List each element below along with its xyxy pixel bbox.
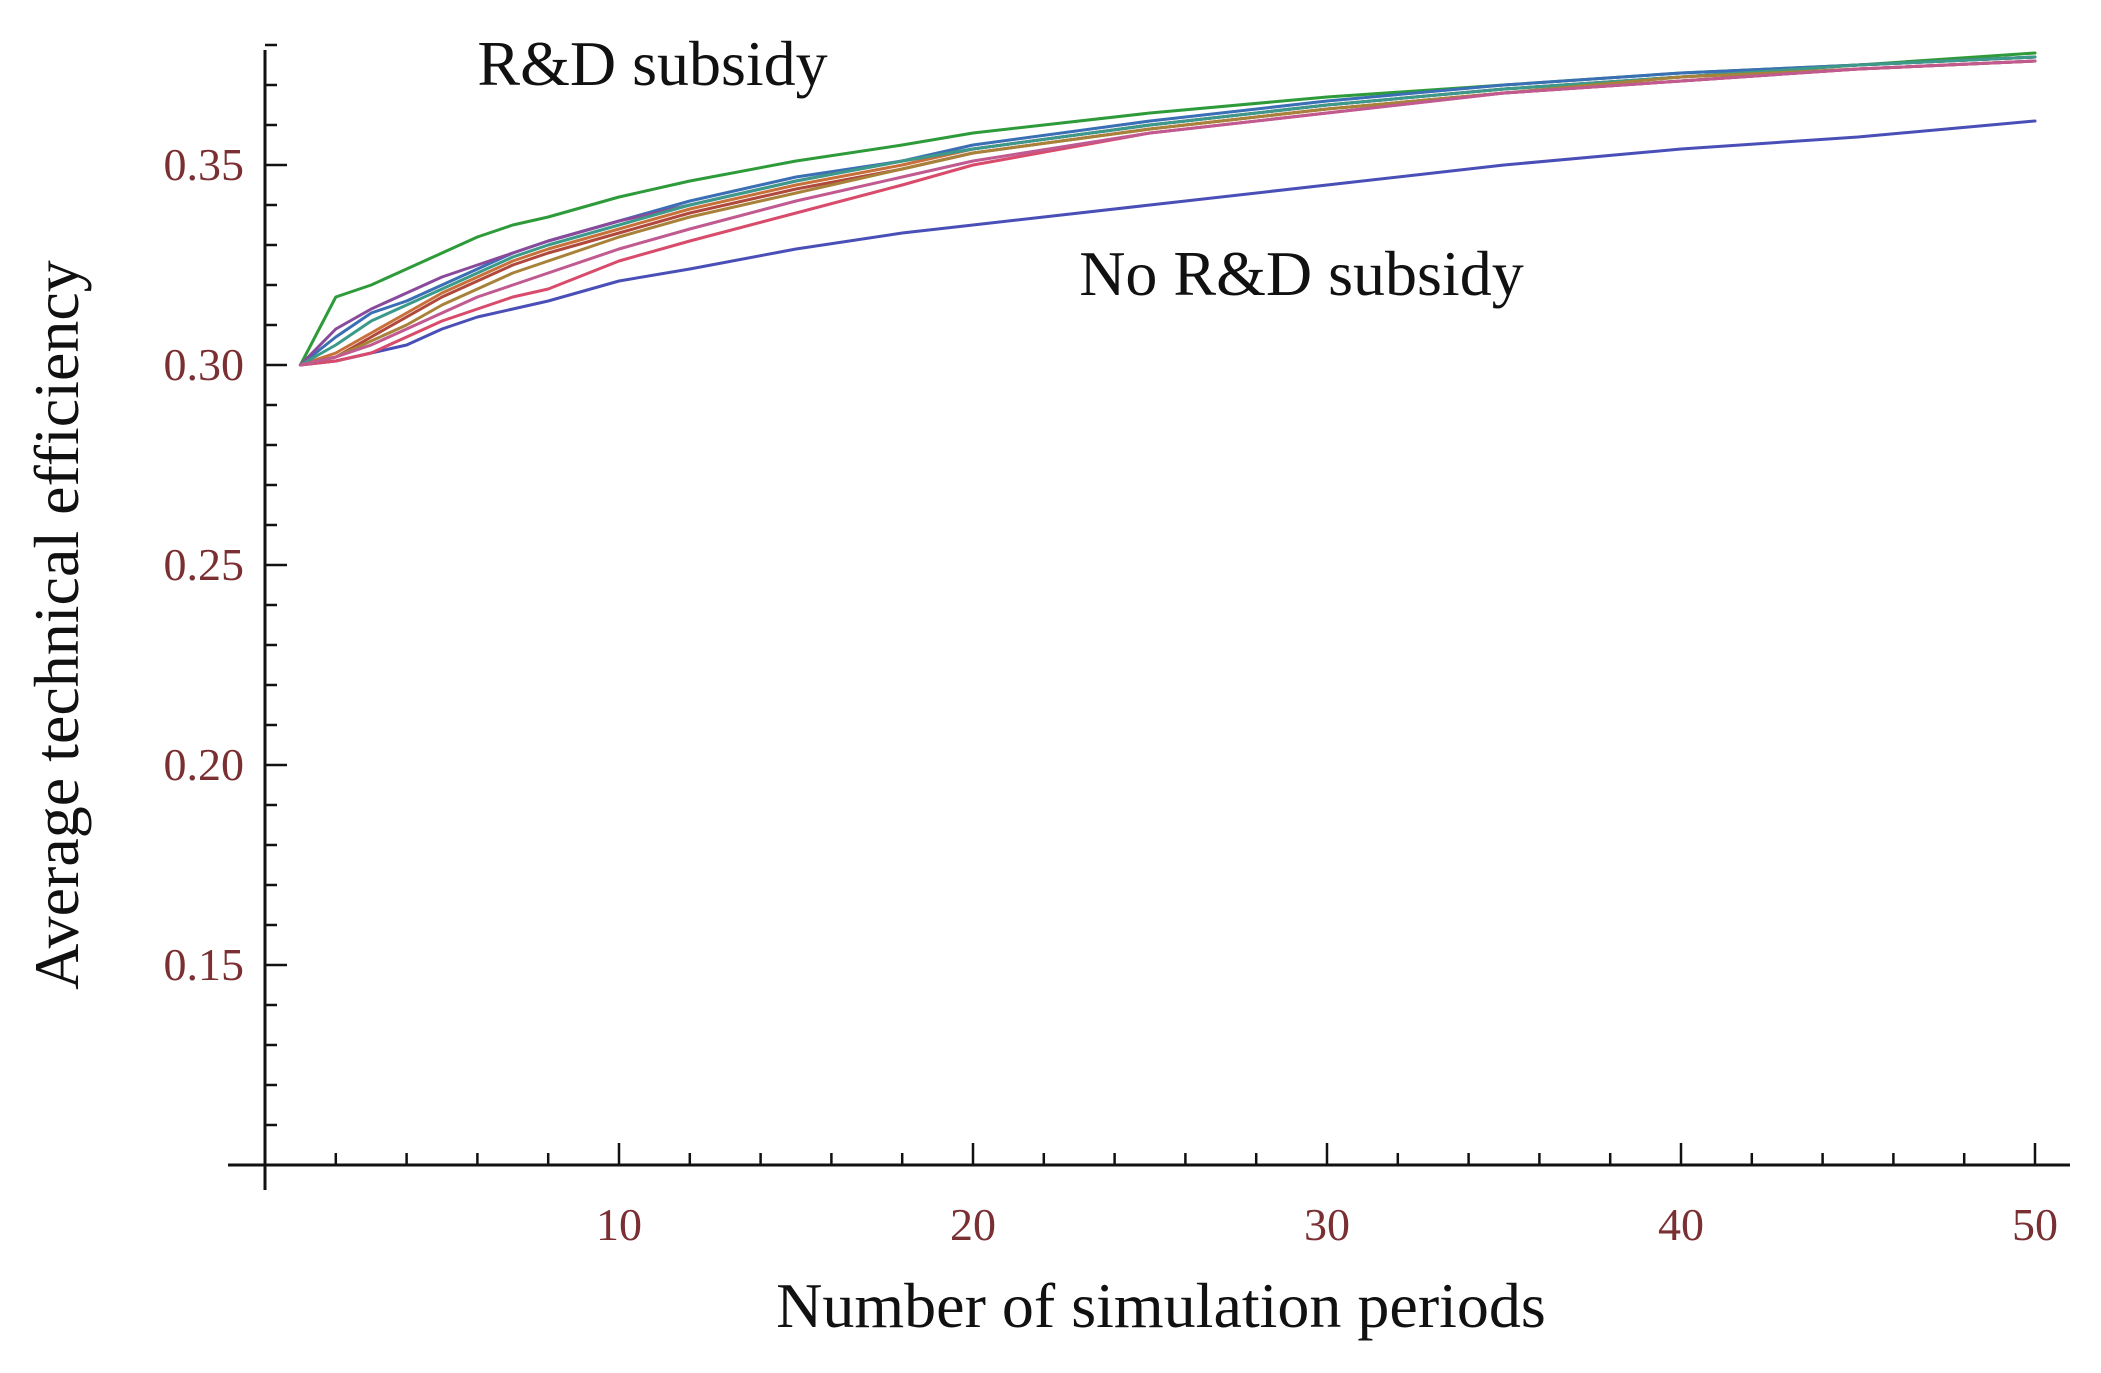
y-tick-label: 0.15 [164,939,245,990]
series-line [298,55,2037,367]
x-tick-label: 50 [2012,1199,2058,1250]
annotation-no-rd-subsidy: No R&D subsidy [1079,238,1524,309]
annotations: R&D subsidy No R&D subsidy [477,28,1523,309]
series-line [298,51,2037,367]
y-tick-label: 0.25 [164,539,245,590]
series-line [298,55,2037,367]
y-tick-label: 0.20 [164,739,245,790]
series-line [298,55,2037,367]
y-tick-label: 0.30 [164,339,245,390]
y-axis-title: Average technical efficiency [21,260,92,990]
x-tick-label: 20 [950,1199,996,1250]
series-line [298,55,2037,367]
tick-labels: 10 20 30 40 50 0.15 0.20 0.25 0.30 0.35 [164,139,2059,1250]
tick-marks [265,43,2037,1165]
annotation-rd-subsidy: R&D subsidy [477,28,827,99]
series-line [298,119,2037,367]
series-line [298,59,2037,367]
x-tick-label: 40 [1658,1199,1704,1250]
series-lines [298,51,2037,367]
x-axis-title: Number of simulation periods [776,1270,1546,1341]
y-tick-label: 0.35 [164,139,245,190]
x-tick-label: 10 [596,1199,642,1250]
x-tick-label: 30 [1304,1199,1350,1250]
